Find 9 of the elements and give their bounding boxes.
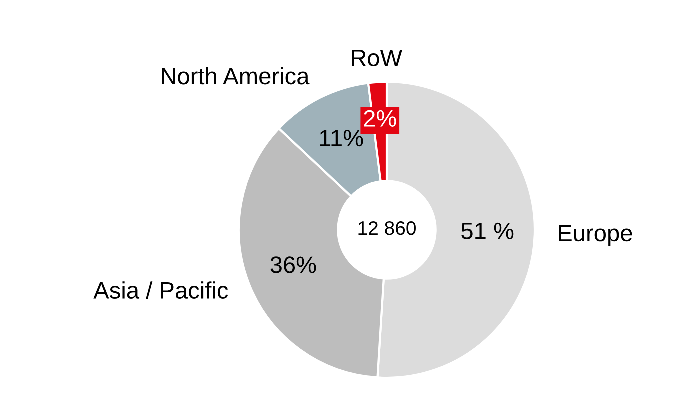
data-label: 11% [320, 130, 364, 147]
slice-label: RoW [352, 50, 402, 66]
slice-label: Europe [559, 225, 632, 246]
data-label: 2% [364, 110, 396, 127]
text: 12 860 [358, 221, 416, 236]
slice-label: Asia / Pacific [94, 282, 228, 299]
data-label: 36% [270, 256, 316, 274]
data-label: 51 % [462, 222, 514, 240]
slice-label: North America [162, 67, 310, 85]
